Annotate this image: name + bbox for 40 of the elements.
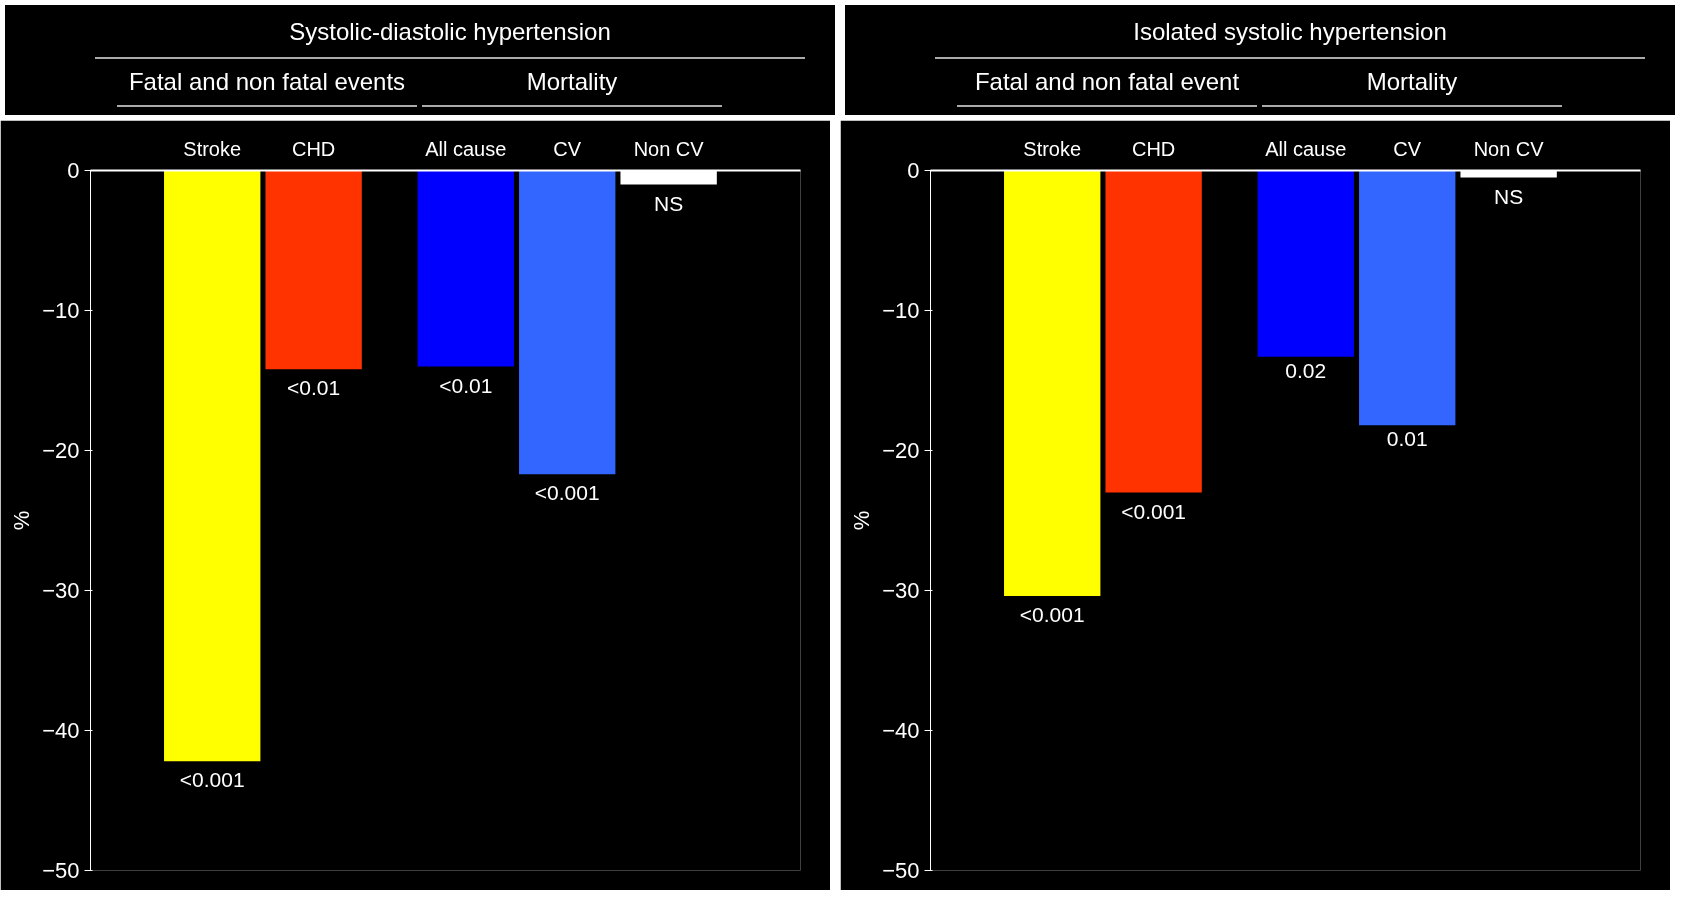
y-tick-label: −10: [42, 298, 80, 323]
y-tick-label: 0: [907, 158, 920, 183]
x-tick-label: CV: [1393, 137, 1422, 160]
x-tick-label: CV: [553, 137, 582, 160]
x-tick-label: Stroke: [183, 137, 242, 160]
y-tick-label: −50: [42, 858, 80, 883]
x-tick-label: Non CV: [633, 137, 705, 160]
y-tick-label: 0: [67, 158, 80, 183]
y-axis-title: %: [9, 510, 35, 531]
y-axis-title: %: [849, 510, 875, 531]
x-tick-label: CHD: [291, 137, 336, 160]
annotation: <0.01: [439, 373, 493, 397]
x-tick-label: All cause: [425, 137, 507, 160]
annotation: NS: [654, 191, 684, 215]
annotation: <0.001: [179, 768, 245, 792]
text: Mortality: [422, 65, 722, 108]
text: Mortality: [1262, 65, 1562, 108]
annotation: <0.01: [287, 376, 341, 400]
x-tick-label: Stroke: [1023, 137, 1082, 160]
y-tick-label: −40: [42, 718, 80, 743]
y-tick-label: −20: [882, 438, 920, 463]
text: Fatal and non fatal events: [117, 65, 417, 108]
chart-title: Systolic-diastolic hypertension: [95, 15, 805, 60]
annotation: 0.02: [1285, 358, 1327, 382]
annotation: NS: [1494, 184, 1524, 208]
y-tick-label: −30: [42, 578, 80, 603]
x-tick-label: CHD: [1131, 137, 1176, 160]
y-tick-label: −40: [882, 718, 920, 743]
chart-title: Isolated systolic hypertension: [935, 15, 1645, 60]
y-tick-label: −30: [882, 578, 920, 603]
y-tick-label: −50: [882, 858, 920, 883]
annotation: <0.001: [1121, 499, 1187, 523]
y-tick-label: −10: [882, 298, 920, 323]
x-tick-label: All cause: [1265, 137, 1347, 160]
x-tick-label: Non CV: [1473, 137, 1545, 160]
annotation: 0.01: [1386, 427, 1428, 451]
annotation: <0.001: [534, 481, 600, 505]
text: Fatal and non fatal event: [957, 65, 1257, 108]
y-tick-label: −20: [42, 438, 80, 463]
annotation: <0.001: [1019, 603, 1085, 627]
